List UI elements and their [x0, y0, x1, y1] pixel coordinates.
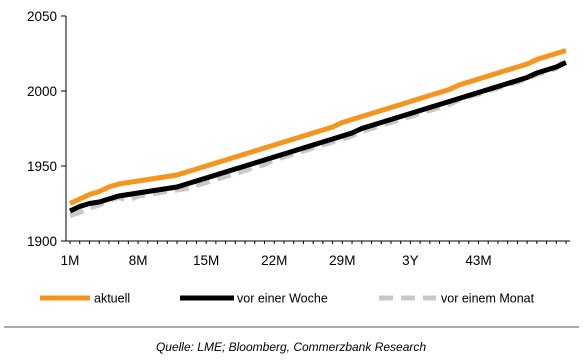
series-layer: [68, 48, 568, 218]
source-note: Quelle: LME; Bloomberg, Commerzbank Rese…: [156, 340, 426, 354]
x-tick-label: 29M: [329, 253, 355, 268]
y-tick-label: 1950: [27, 159, 57, 174]
y-tick-label: 1900: [27, 234, 57, 249]
x-tick-label: 1M: [61, 253, 80, 268]
y-tick-label: 2000: [27, 84, 57, 99]
legend-label-vor-einem-monat: vor einem Monat: [441, 292, 535, 306]
series-line-aktuell: [68, 48, 567, 206]
x-tick-label: 43M: [465, 253, 491, 268]
x-tick-label: 3Y: [402, 253, 419, 268]
x-tick-label: 22M: [261, 253, 287, 268]
y-tick-label: 2050: [27, 9, 57, 24]
x-tick-label: 15M: [193, 253, 219, 268]
y-axis-ticks: 1900 1950 2000 2050: [27, 9, 66, 249]
series-line-vor-einer-woche: [68, 60, 568, 214]
x-tick-label: 8M: [129, 253, 148, 268]
legend-label-aktuell: aktuell: [94, 292, 130, 306]
legend: aktuell vor einer Woche vor einem Monat: [40, 292, 535, 306]
x-axis-ticks: 1M 8M 15M 22M 29M 3Y 43M: [61, 241, 567, 268]
legend-label-vor-einer-woche: vor einer Woche: [237, 292, 328, 306]
